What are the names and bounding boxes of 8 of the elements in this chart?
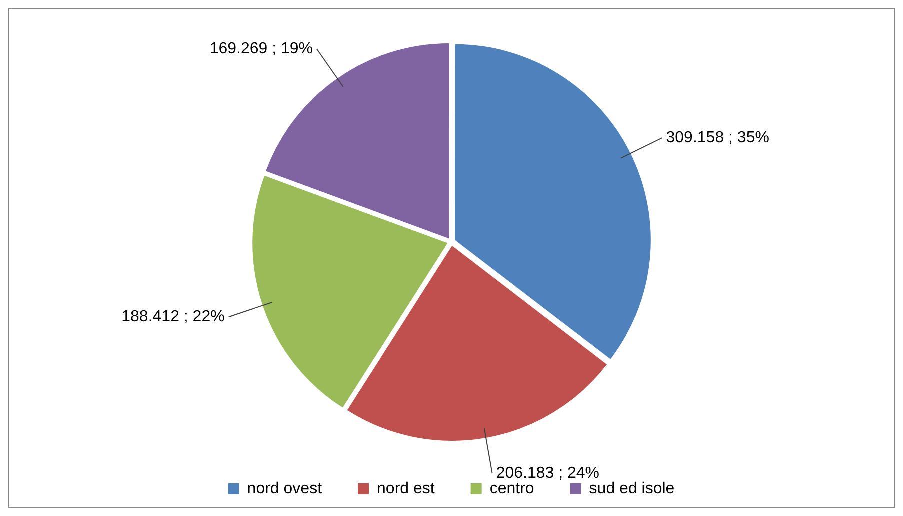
data-label: 188.412 ; 22% xyxy=(122,308,225,326)
legend-label: nord ovest xyxy=(247,480,323,498)
legend-label: nord est xyxy=(377,480,436,498)
legend-label: centro xyxy=(490,480,534,498)
legend-label: sud ed isole xyxy=(589,480,675,498)
data-label: 206.183 ; 24% xyxy=(496,464,600,482)
data-label: 309.158 ; 35% xyxy=(666,129,770,146)
data-label: 169.269 ; 19% xyxy=(210,40,314,58)
